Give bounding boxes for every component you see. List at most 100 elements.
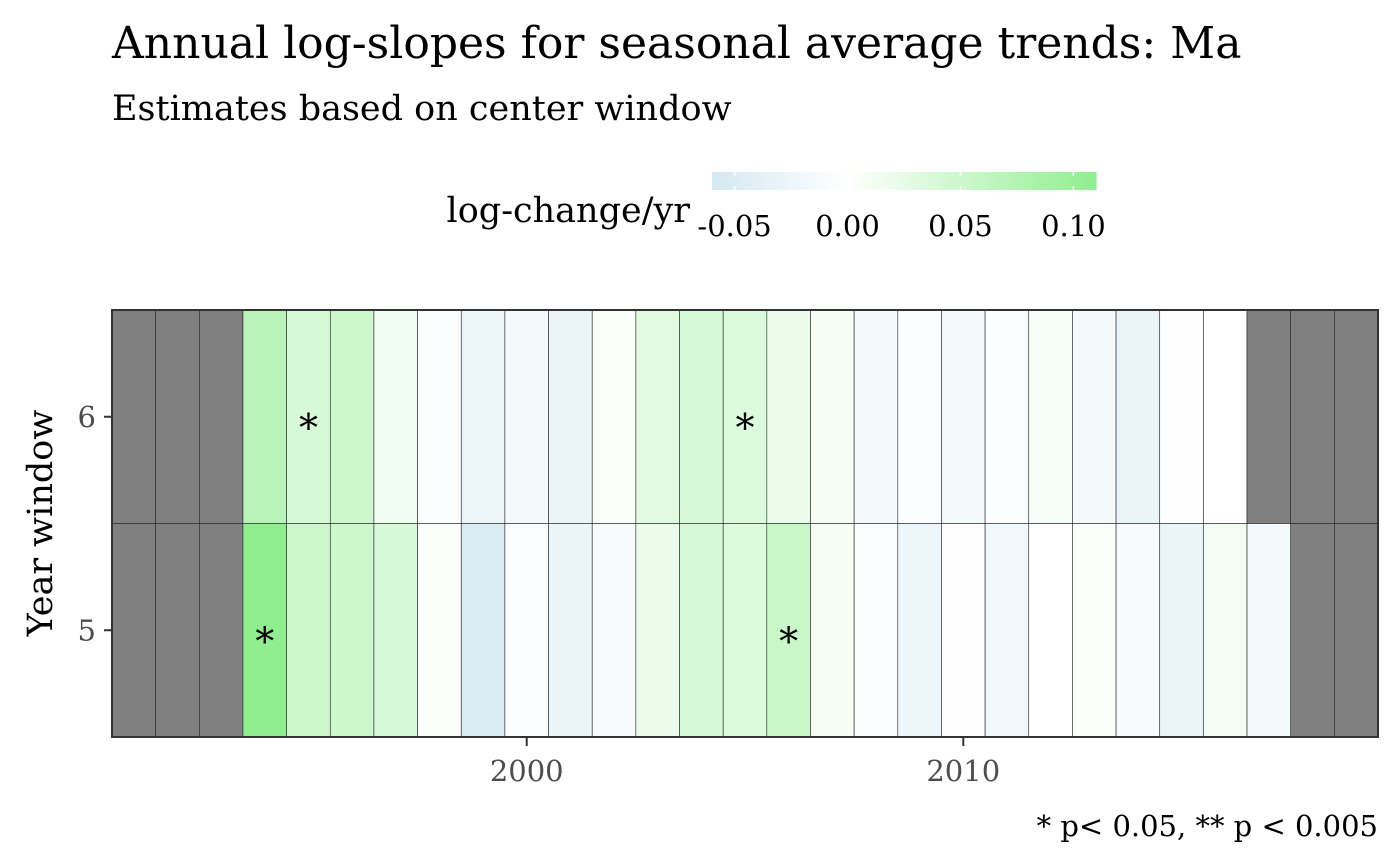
heatmap-cell xyxy=(286,309,331,524)
legend-color-step xyxy=(916,172,924,190)
legend-ticks: -0.05 0.00 0.05 0.10 xyxy=(697,172,1106,243)
legend-color-step xyxy=(776,172,783,190)
legend-color-step xyxy=(1044,172,1052,190)
heatmap-cell xyxy=(1203,523,1248,738)
legend-color-step xyxy=(833,172,841,190)
heatmap-cell xyxy=(155,523,200,738)
heatmap-cell xyxy=(810,523,855,738)
heatmap-cell xyxy=(1028,523,1073,738)
legend-color-step xyxy=(731,172,739,190)
legend-color-step xyxy=(942,172,950,190)
y-tick-label: 5 xyxy=(78,613,96,647)
x-tick-label: 2010 xyxy=(926,754,1000,788)
legend-color-step xyxy=(1000,172,1007,190)
heatmap-cell xyxy=(111,523,156,738)
heatmap-cell xyxy=(111,309,156,524)
legend-color-step xyxy=(808,172,815,190)
x-axis: 2000 2010 xyxy=(490,737,1000,788)
heatmap-cell xyxy=(155,309,200,524)
heatmap-cell xyxy=(329,523,375,738)
heatmap-cell xyxy=(635,309,680,524)
heatmap-cell xyxy=(1203,309,1248,524)
y-tick-label: 6 xyxy=(78,400,96,434)
legend-color-step xyxy=(936,172,943,190)
heatmap-cell xyxy=(810,309,855,524)
heatmap-cell xyxy=(722,309,768,524)
legend-color-step xyxy=(782,172,790,190)
y-axis-title: Year window xyxy=(21,410,61,638)
heatmap-cell xyxy=(1028,309,1073,524)
heatmap-cell xyxy=(199,309,244,524)
heatmap-cell xyxy=(679,309,724,524)
heatmap-cell xyxy=(679,523,724,738)
legend-color-step xyxy=(724,172,732,190)
legend-color-step xyxy=(929,172,937,190)
legend-color-step xyxy=(910,172,918,190)
legend-color-step xyxy=(1012,172,1020,190)
heatmap-cell xyxy=(373,523,418,738)
heatmap-cell xyxy=(591,309,637,524)
heatmap-cell xyxy=(722,523,768,738)
legend-color-step xyxy=(1089,172,1097,190)
legend-color-step xyxy=(763,172,771,190)
chart-title: Annual log-slopes for seasonal average t… xyxy=(111,18,1241,69)
legend-color-step xyxy=(820,172,828,190)
legend-color-step xyxy=(974,172,982,190)
legend-color-step xyxy=(1070,172,1078,190)
legend-color-step xyxy=(1025,172,1033,190)
legend-color-step xyxy=(846,172,854,190)
heatmap-cell xyxy=(199,523,244,738)
legend-color-step xyxy=(904,172,911,190)
heatmap-cell xyxy=(1290,309,1335,524)
legend-color-step xyxy=(1083,172,1091,190)
legend-color-step xyxy=(872,172,879,190)
legend-color-step xyxy=(756,172,764,190)
legend-color-step xyxy=(884,172,892,190)
legend-color-step xyxy=(744,172,751,190)
heatmap-cell xyxy=(460,523,506,738)
heatmap-cell xyxy=(1246,309,1291,524)
legend-color-step xyxy=(897,172,905,190)
legend-color-step xyxy=(788,172,796,190)
significance-mark: * xyxy=(736,406,755,450)
heatmap-cell xyxy=(417,523,462,738)
legend-color-step xyxy=(1076,172,1084,190)
heatmap-cell xyxy=(897,523,942,738)
legend-color-step xyxy=(769,172,777,190)
legend-color-step xyxy=(827,172,835,190)
legend-color-step xyxy=(801,172,809,190)
heatmap-cell xyxy=(1072,309,1117,524)
significance-mark: * xyxy=(255,619,274,663)
color-legend: log-change/yr -0.05 0.00 0.05 0.10 xyxy=(447,172,1106,243)
heatmap-cell xyxy=(897,309,942,524)
heatmap-cells xyxy=(111,309,1379,738)
heatmap-cell xyxy=(853,309,899,524)
heatmap-cell xyxy=(591,523,637,738)
legend-color-step xyxy=(968,172,975,190)
heatmap-cell xyxy=(329,309,375,524)
legend-color-step xyxy=(1038,172,1046,190)
heatmap-cell xyxy=(1115,523,1161,738)
heatmap-cell xyxy=(984,523,1030,738)
heatmap-cell xyxy=(1334,523,1379,738)
legend-color-step xyxy=(1019,172,1027,190)
heatmap-cell xyxy=(766,309,811,524)
legend-color-step xyxy=(718,172,726,190)
legend-color-step xyxy=(987,172,995,190)
legend-color-step xyxy=(1006,172,1014,190)
chart-subtitle: Estimates based on center window xyxy=(112,89,732,129)
significance-marks: * * * * xyxy=(255,406,798,664)
heatmap-cell xyxy=(1072,523,1117,738)
legend-color-step xyxy=(878,172,886,190)
legend-color-step xyxy=(980,172,988,190)
legend-color-step xyxy=(1032,172,1039,190)
legend-color-step xyxy=(993,172,1001,190)
legend-tick-label: 0.00 xyxy=(815,209,880,243)
legend-color-step xyxy=(750,172,758,190)
legend-color-step xyxy=(948,172,956,190)
legend-tick-label: -0.05 xyxy=(697,209,771,243)
legend-color-step xyxy=(840,172,847,190)
legend-tick-label: 0.10 xyxy=(1041,209,1106,243)
legend-color-step xyxy=(737,172,745,190)
heatmap-cell xyxy=(242,523,287,738)
